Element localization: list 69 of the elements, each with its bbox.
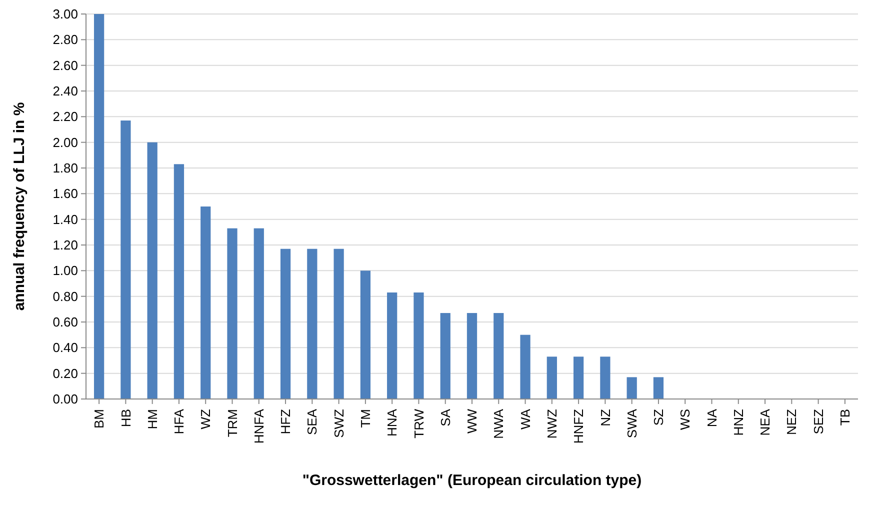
x-tick-label: WW bbox=[464, 408, 480, 434]
x-tick-label: TB bbox=[837, 409, 852, 426]
x-tick-label: TM bbox=[358, 409, 373, 428]
bar bbox=[334, 248, 344, 399]
y-tick-label: 2.80 bbox=[52, 32, 78, 48]
x-tick-label: NEA bbox=[758, 408, 773, 436]
x-tick-label: WZ bbox=[198, 408, 214, 430]
bar bbox=[466, 313, 478, 399]
y-tick-label: 0.60 bbox=[52, 314, 78, 330]
bar bbox=[626, 377, 637, 399]
bar bbox=[254, 228, 264, 399]
x-tick-label: HFA bbox=[172, 408, 187, 434]
x-tick-label: NWA bbox=[491, 408, 506, 439]
y-tick-label: 2.60 bbox=[52, 58, 78, 73]
bar bbox=[174, 164, 184, 399]
y-tick-label: 2.20 bbox=[52, 109, 78, 124]
x-tick-label: HNFZ bbox=[571, 408, 586, 444]
y-tick-label: 2.00 bbox=[52, 134, 78, 150]
bar bbox=[94, 14, 104, 399]
bar bbox=[227, 228, 238, 399]
x-tick-label: HNFA bbox=[251, 408, 266, 444]
x-tick-label: SEA bbox=[304, 408, 320, 436]
x-tick-label: NEZ bbox=[784, 408, 800, 435]
x-tick-label: SA bbox=[438, 408, 453, 426]
x-tick-label: WS bbox=[678, 408, 693, 430]
y-tick-label: 1.00 bbox=[52, 263, 78, 278]
y-tick-label: 1.40 bbox=[52, 212, 78, 227]
bar bbox=[440, 313, 450, 399]
x-tick-label: HNZ bbox=[730, 408, 746, 436]
x-tick-label: SEZ bbox=[810, 408, 826, 434]
x-tick-label: HFZ bbox=[278, 408, 294, 434]
x-tick-label: TRM bbox=[224, 409, 240, 438]
y-tick-label: 3.00 bbox=[52, 6, 78, 22]
bar bbox=[387, 292, 398, 399]
bar bbox=[360, 270, 371, 399]
y-tick-label: 2.40 bbox=[52, 84, 78, 99]
x-tick-label: NZ bbox=[598, 408, 613, 426]
x-tick-label: HM bbox=[144, 409, 160, 430]
y-tick-label: 0.80 bbox=[52, 288, 78, 304]
bar bbox=[120, 120, 131, 399]
bar bbox=[307, 248, 318, 399]
x-tick-label: BM bbox=[92, 409, 107, 428]
bar bbox=[600, 356, 610, 399]
bar bbox=[280, 248, 291, 399]
bar bbox=[573, 356, 584, 399]
y-tick-label: 1.20 bbox=[52, 238, 78, 253]
x-tick-label: TRW bbox=[411, 408, 426, 438]
x-tick-label: NWZ bbox=[544, 408, 560, 439]
bar bbox=[520, 334, 530, 399]
bar bbox=[494, 313, 504, 399]
y-tick-label: 1.80 bbox=[52, 160, 78, 176]
bar bbox=[653, 377, 664, 399]
y-tick-label: 0.40 bbox=[52, 340, 78, 356]
y-axis-title: annual frequency of LLJ in % bbox=[11, 102, 28, 311]
x-tick-label: SWA bbox=[624, 408, 640, 438]
y-tick-label: 0.00 bbox=[52, 392, 78, 407]
bar bbox=[147, 142, 158, 399]
y-tick-label: 1.60 bbox=[52, 186, 78, 202]
bar bbox=[414, 292, 424, 399]
x-tick-label: SZ bbox=[651, 408, 666, 426]
x-tick-label: WA bbox=[518, 408, 533, 430]
x-tick-label: HB bbox=[118, 409, 134, 428]
x-tick-label: SWZ bbox=[331, 408, 346, 438]
x-tick-label: HNA bbox=[384, 408, 400, 436]
y-tick-label: 0.20 bbox=[52, 366, 78, 381]
x-axis-title: "Grosswetterlagen" (European circulation type) bbox=[302, 472, 642, 489]
bar bbox=[200, 206, 211, 399]
x-tick-label: NA bbox=[704, 408, 720, 428]
bar bbox=[546, 356, 557, 399]
